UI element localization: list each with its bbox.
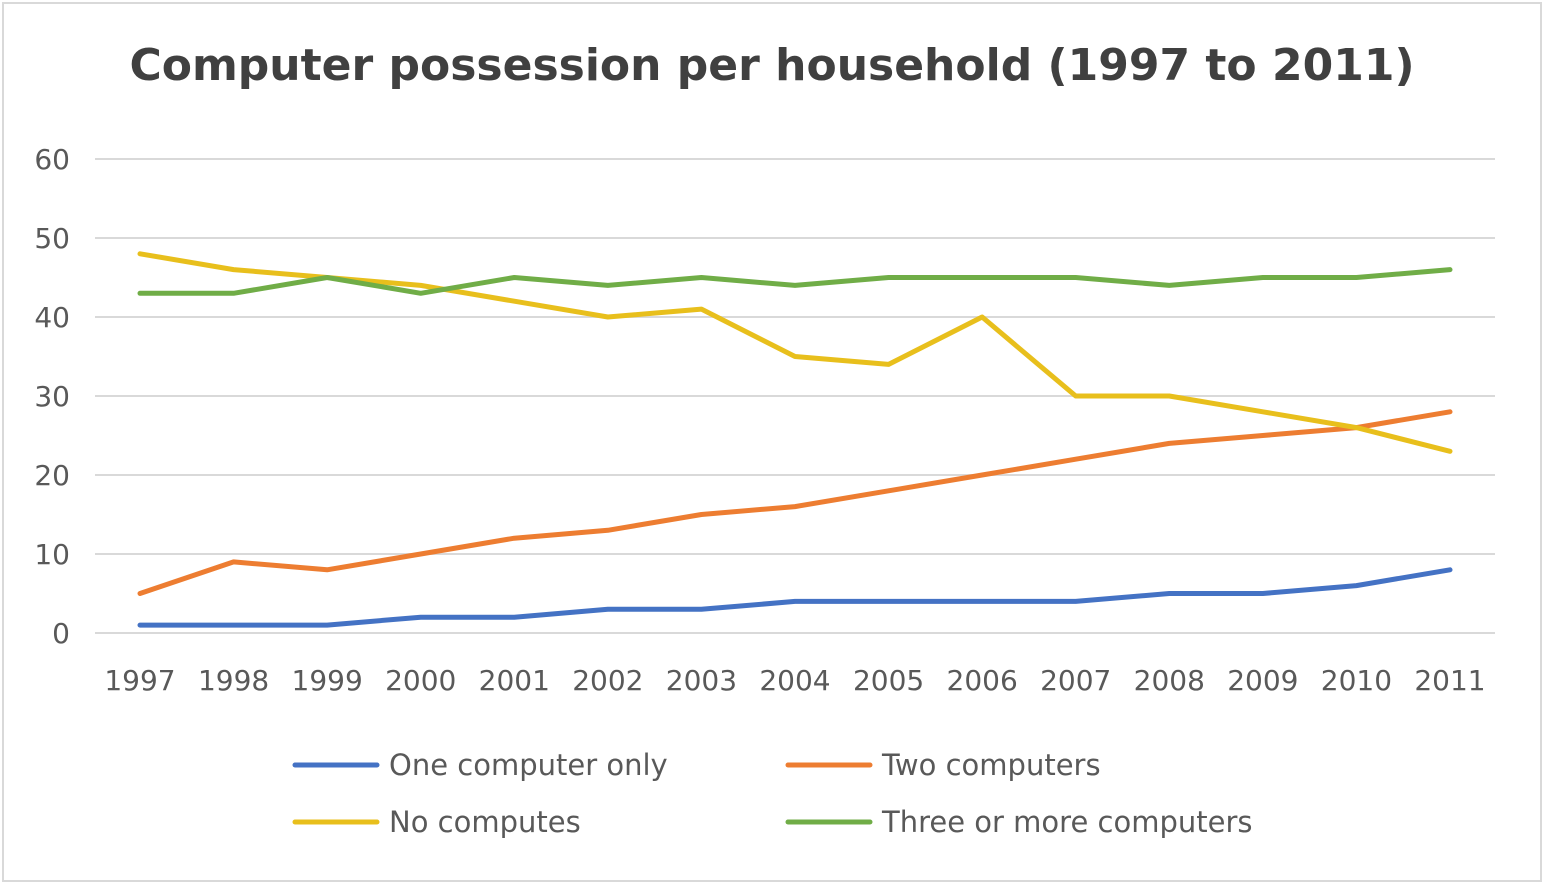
series-line [137,409,1453,596]
y-tick-label: 20 [34,459,70,492]
legend-label: Two computers [881,748,1101,782]
x-tick-label: 2003 [666,664,737,697]
y-tick-label: 40 [34,301,70,334]
y-tick-label: 10 [34,538,70,571]
x-tick-label: 2007 [1040,664,1111,697]
x-tick-label: 2006 [947,664,1018,697]
series-line [137,251,1453,454]
x-tick-label: 2001 [479,664,550,697]
x-tick-label: 2002 [572,664,643,697]
legend-label: One computer only [389,748,668,782]
x-tick-label: 2004 [759,664,830,697]
x-tick-label: 2009 [1227,664,1298,697]
x-tick-label: 2000 [385,664,456,697]
x-tick-label: 1998 [198,664,269,697]
series-line [137,267,1453,296]
x-tick-label: 2008 [1134,664,1205,697]
y-tick-label: 30 [34,380,70,413]
x-tick-label: 1999 [292,664,363,697]
y-tick-label: 0 [52,617,70,650]
x-tick-label: 2010 [1321,664,1392,697]
x-tick-label: 1997 [104,664,175,697]
y-tick-label: 50 [34,222,70,255]
x-tick-label: 2011 [1414,664,1485,697]
x-tick-label: 2005 [853,664,924,697]
legend-label: Three or more computers [881,805,1252,839]
y-tick-label: 60 [34,143,70,176]
chart-title: Computer possession per household (1997 … [129,40,1415,91]
series-line [137,567,1453,628]
legend-label: No computes [389,805,581,839]
